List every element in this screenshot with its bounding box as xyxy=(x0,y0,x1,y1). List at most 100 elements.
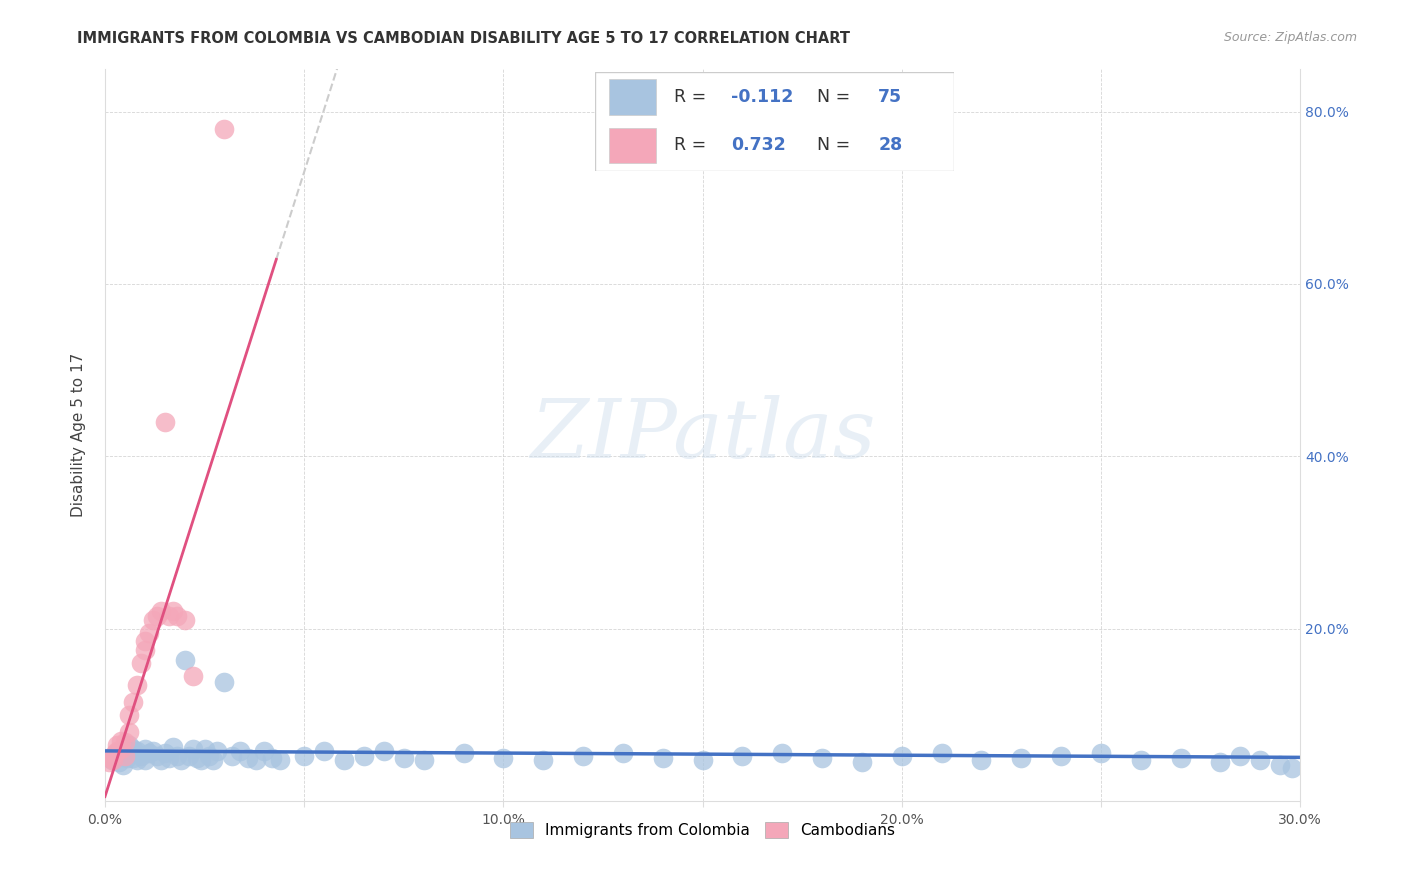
Point xyxy=(1170,751,1192,765)
Point xyxy=(104,749,127,764)
Point xyxy=(166,608,188,623)
Point xyxy=(194,742,217,756)
Point xyxy=(1050,749,1073,764)
Point xyxy=(181,669,204,683)
Point xyxy=(572,749,595,764)
Point xyxy=(162,740,184,755)
Point xyxy=(392,751,415,765)
Point xyxy=(157,608,180,623)
Point xyxy=(122,751,145,765)
Point xyxy=(651,751,673,765)
Point xyxy=(134,742,156,756)
Point xyxy=(115,751,138,765)
Point xyxy=(170,752,193,766)
Text: ZIPatlas: ZIPatlas xyxy=(530,394,876,475)
Point xyxy=(612,747,634,761)
Point xyxy=(890,749,912,764)
Point xyxy=(125,677,148,691)
Point xyxy=(101,752,124,766)
Point xyxy=(134,643,156,657)
Point xyxy=(1090,747,1112,761)
Point xyxy=(253,744,276,758)
Point xyxy=(173,653,195,667)
Point xyxy=(108,755,131,769)
Point xyxy=(190,752,212,766)
Point xyxy=(118,725,141,739)
Point xyxy=(122,695,145,709)
Point xyxy=(149,604,172,618)
Point xyxy=(205,744,228,758)
Point xyxy=(373,744,395,758)
Point xyxy=(146,749,169,764)
Point xyxy=(100,751,122,765)
Point xyxy=(166,749,188,764)
Point xyxy=(177,749,200,764)
Point xyxy=(153,747,176,761)
Point xyxy=(129,656,152,670)
Point xyxy=(105,744,128,758)
Point xyxy=(970,752,993,766)
Point xyxy=(811,751,834,765)
Point xyxy=(181,742,204,756)
Point xyxy=(149,752,172,766)
Point xyxy=(118,707,141,722)
Point xyxy=(1229,749,1251,764)
Point xyxy=(353,749,375,764)
Point xyxy=(118,747,141,761)
Point xyxy=(262,751,284,765)
Point xyxy=(453,747,475,761)
Point xyxy=(138,625,160,640)
Point xyxy=(1249,752,1271,766)
Point xyxy=(162,604,184,618)
Point xyxy=(110,733,132,747)
Point xyxy=(122,742,145,756)
Point xyxy=(186,751,208,765)
Point xyxy=(114,749,136,764)
Point xyxy=(125,752,148,766)
Point xyxy=(153,415,176,429)
Point xyxy=(138,747,160,761)
Point xyxy=(134,752,156,766)
Point xyxy=(1209,755,1232,769)
Point xyxy=(118,738,141,752)
Point xyxy=(221,749,243,764)
Point xyxy=(292,749,315,764)
Point xyxy=(229,744,252,758)
Point xyxy=(146,608,169,623)
Point xyxy=(142,744,165,758)
Point xyxy=(105,747,128,761)
Point xyxy=(333,752,356,766)
Point xyxy=(245,752,267,766)
Point xyxy=(314,744,336,758)
Point xyxy=(157,751,180,765)
Point xyxy=(197,749,219,764)
Legend: Immigrants from Colombia, Cambodians: Immigrants from Colombia, Cambodians xyxy=(503,816,901,845)
Point xyxy=(104,747,127,761)
Point xyxy=(114,742,136,756)
Point xyxy=(238,751,260,765)
Point xyxy=(110,744,132,758)
Point xyxy=(851,755,873,769)
Point xyxy=(125,744,148,758)
Point xyxy=(98,751,121,765)
Text: Source: ZipAtlas.com: Source: ZipAtlas.com xyxy=(1223,31,1357,45)
Point xyxy=(110,742,132,756)
Point xyxy=(129,749,152,764)
Point xyxy=(142,613,165,627)
Point xyxy=(134,634,156,648)
Point xyxy=(173,613,195,627)
Point xyxy=(214,675,236,690)
Point xyxy=(1281,761,1303,775)
Point xyxy=(201,752,224,766)
Point xyxy=(1129,752,1152,766)
Point xyxy=(269,752,291,766)
Point xyxy=(770,747,793,761)
Point xyxy=(1010,751,1032,765)
Point xyxy=(214,121,236,136)
Text: IMMIGRANTS FROM COLOMBIA VS CAMBODIAN DISABILITY AGE 5 TO 17 CORRELATION CHART: IMMIGRANTS FROM COLOMBIA VS CAMBODIAN DI… xyxy=(77,31,851,46)
Point xyxy=(98,755,121,769)
Point xyxy=(412,752,434,766)
Point xyxy=(114,735,136,749)
Point xyxy=(492,751,515,765)
Point xyxy=(1270,757,1292,772)
